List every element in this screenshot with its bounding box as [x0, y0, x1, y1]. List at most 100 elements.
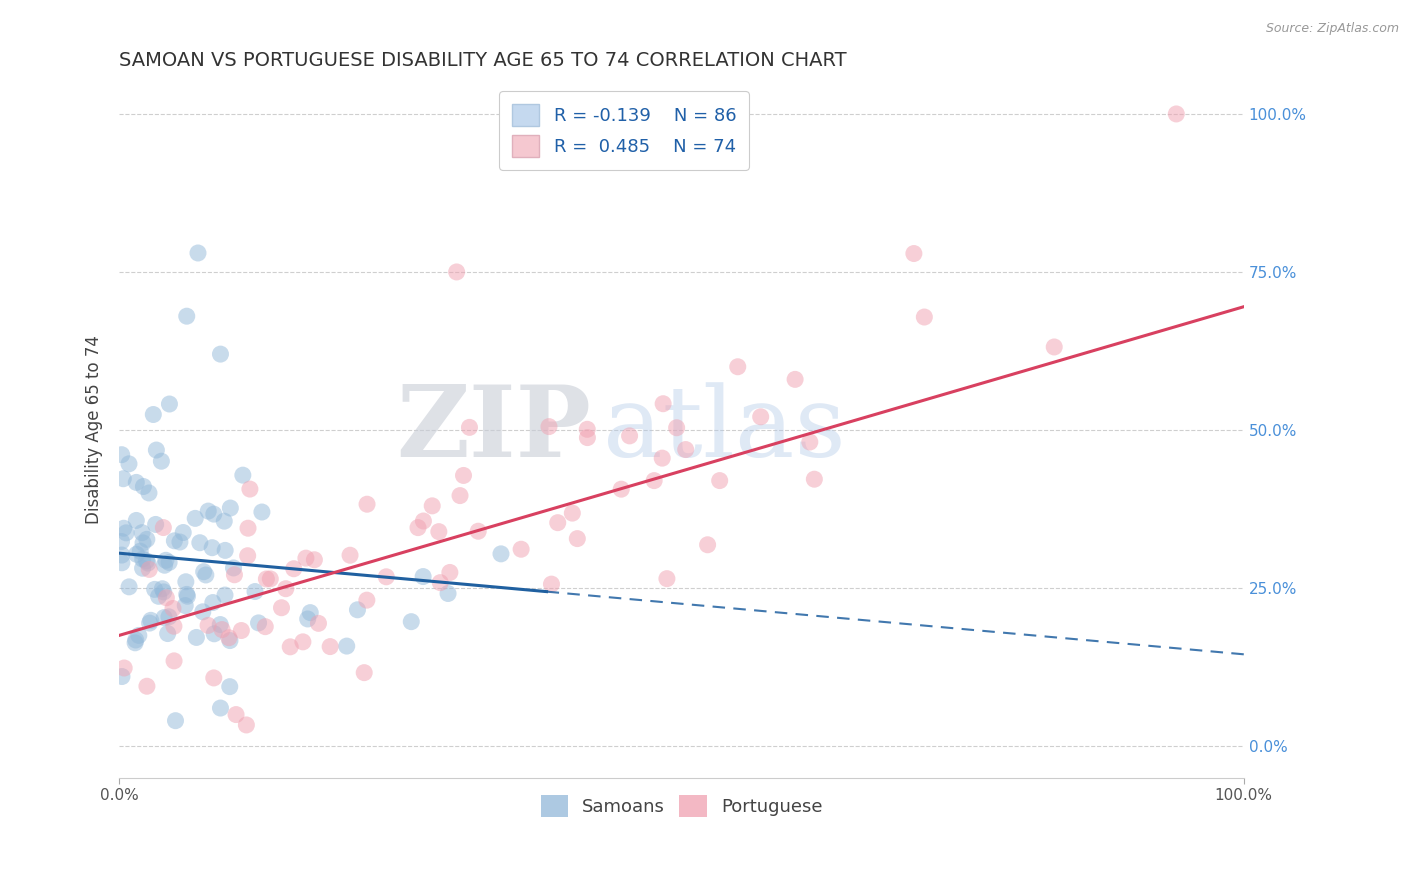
Point	[319, 640, 342, 654]
Point	[1043, 340, 1066, 354]
Point	[197, 618, 219, 632]
Point	[1166, 107, 1188, 121]
Point	[749, 409, 772, 424]
Point	[112, 472, 135, 486]
Point	[254, 572, 277, 586]
Point	[139, 613, 162, 627]
Point	[236, 521, 259, 535]
Point	[239, 482, 262, 496]
Point	[247, 615, 270, 630]
Point	[155, 553, 177, 567]
Point	[176, 309, 198, 323]
Point	[696, 538, 718, 552]
Point	[278, 640, 301, 654]
Point	[375, 570, 398, 584]
Point	[143, 582, 166, 597]
Point	[188, 535, 211, 549]
Point	[112, 521, 135, 535]
Point	[803, 472, 825, 486]
Point	[236, 549, 259, 563]
Point	[346, 603, 368, 617]
Point	[131, 525, 153, 540]
Point	[197, 504, 219, 518]
Point	[202, 627, 225, 641]
Point	[219, 501, 242, 516]
Point	[458, 420, 481, 434]
Point	[903, 246, 925, 260]
Point	[291, 635, 314, 649]
Point	[201, 596, 224, 610]
Point	[283, 562, 305, 576]
Point	[176, 587, 198, 601]
Point	[187, 246, 209, 260]
Point	[270, 600, 292, 615]
Point	[153, 558, 176, 573]
Point	[274, 582, 297, 596]
Point	[125, 632, 148, 647]
Point	[304, 553, 326, 567]
Point	[412, 514, 434, 528]
Point	[148, 590, 170, 604]
Point	[222, 561, 245, 575]
Point	[235, 718, 257, 732]
Point	[125, 513, 148, 527]
Point	[449, 489, 471, 503]
Point	[132, 552, 155, 566]
Point	[150, 582, 173, 596]
Point	[243, 584, 266, 599]
Point	[412, 569, 434, 583]
Point	[297, 612, 319, 626]
Point	[129, 544, 152, 558]
Point	[446, 265, 468, 279]
Point	[259, 572, 281, 586]
Point	[162, 601, 184, 615]
Point	[163, 619, 186, 633]
Point	[165, 714, 187, 728]
Point	[155, 591, 177, 605]
Point	[643, 474, 665, 488]
Point	[401, 615, 423, 629]
Point	[138, 615, 160, 630]
Point	[125, 475, 148, 490]
Point	[193, 565, 215, 579]
Point	[214, 588, 236, 602]
Point	[356, 497, 378, 511]
Point	[225, 707, 247, 722]
Point	[153, 610, 176, 624]
Point	[727, 359, 749, 374]
Point	[163, 533, 186, 548]
Point	[186, 631, 208, 645]
Point	[665, 421, 688, 435]
Point	[125, 547, 148, 561]
Point	[110, 534, 132, 549]
Point	[429, 575, 451, 590]
Point	[356, 593, 378, 607]
Point	[159, 397, 181, 411]
Point	[132, 479, 155, 493]
Point	[219, 633, 242, 648]
Point	[437, 586, 460, 600]
Point	[655, 572, 678, 586]
Point	[136, 556, 159, 570]
Point	[169, 535, 191, 549]
Point	[540, 577, 562, 591]
Point	[567, 532, 589, 546]
Point	[152, 585, 174, 599]
Point	[250, 505, 273, 519]
Point	[799, 435, 821, 450]
Point	[135, 679, 157, 693]
Point	[174, 574, 197, 589]
Point	[406, 521, 429, 535]
Point	[156, 626, 179, 640]
Point	[439, 566, 461, 580]
Point	[152, 520, 174, 534]
Point	[453, 468, 475, 483]
Point	[785, 372, 807, 386]
Point	[218, 680, 240, 694]
Point	[510, 542, 533, 557]
Point	[427, 524, 450, 539]
Point	[111, 448, 134, 462]
Point	[254, 620, 277, 634]
Point	[675, 442, 697, 457]
Point	[115, 525, 138, 540]
